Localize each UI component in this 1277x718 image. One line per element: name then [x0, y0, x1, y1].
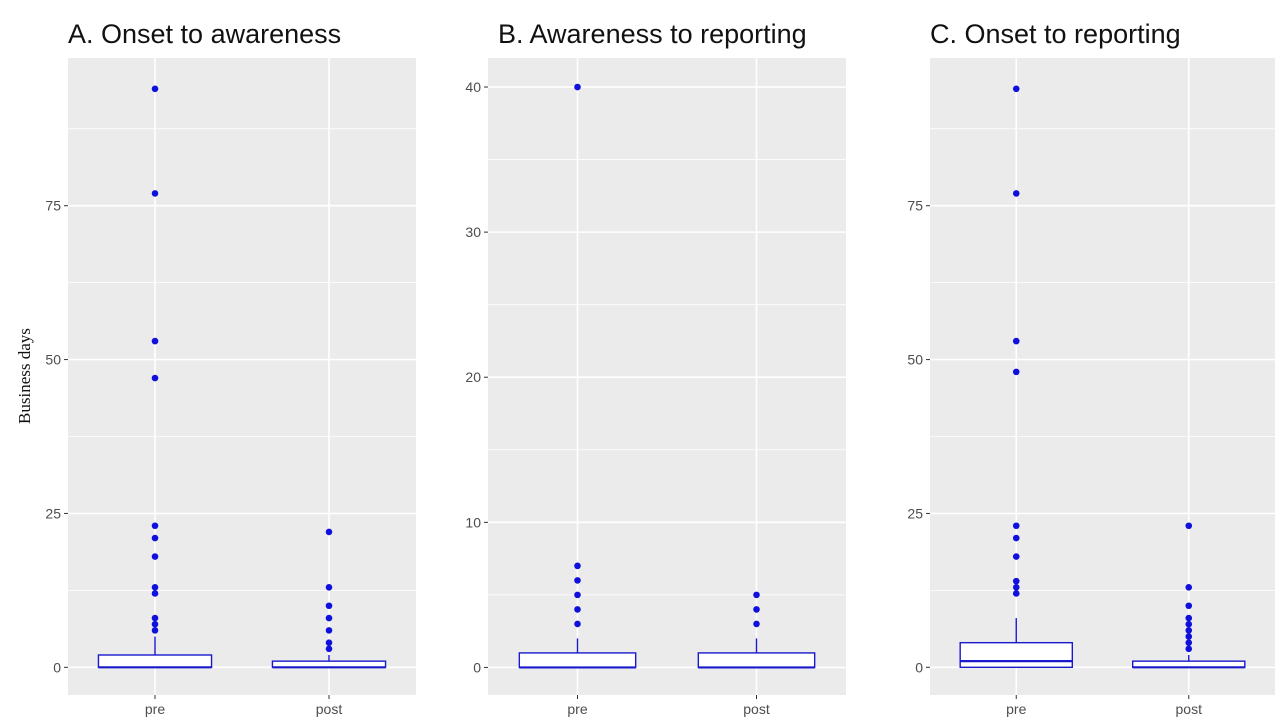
outlier-point: [151, 620, 159, 628]
outlier-point: [1185, 602, 1193, 610]
outlier-point: [1185, 614, 1193, 622]
box-iqr: [518, 652, 637, 669]
y-tick-label: 50: [45, 352, 61, 368]
boxplot-post: [271, 528, 387, 669]
x-tick-label: pre: [567, 701, 587, 717]
box-iqr: [97, 654, 213, 669]
outlier-point: [574, 577, 581, 584]
outlier-point: [151, 553, 159, 560]
outlier-point: [1012, 85, 1020, 93]
boxplot-pre: [518, 83, 637, 669]
outlier-point: [1012, 534, 1020, 542]
y-tick-label: 25: [907, 505, 923, 521]
y-tick-label: 30: [465, 224, 481, 240]
outlier-point: [753, 620, 760, 628]
y-tick-label: 50: [907, 352, 923, 368]
x-tick-label: post: [1176, 701, 1203, 717]
x-tick-label: post: [743, 701, 770, 717]
outlier-point: [753, 591, 760, 599]
outlier-point: [1012, 368, 1020, 376]
outlier-point: [574, 606, 581, 613]
y-tick-label: 75: [907, 198, 923, 214]
panel-2: 0 10 20 30 40 pre post B. Awareness to reportin…: [465, 19, 846, 717]
outlier-point: [574, 620, 581, 628]
outlier-point: [151, 583, 159, 591]
outlier-point: [151, 614, 159, 622]
panel-title: B. Awareness to reporting: [498, 19, 807, 49]
boxplot-post: [697, 591, 816, 669]
box-iqr: [697, 652, 816, 669]
box-iqr: [959, 641, 1074, 669]
outlier-point: [325, 614, 333, 622]
outlier-point: [1012, 522, 1020, 530]
outlier-point: [1185, 627, 1193, 634]
outlier-point: [325, 645, 333, 653]
outlier-point: [151, 190, 159, 197]
outlier-point: [151, 522, 159, 530]
outlier-point: [1185, 645, 1193, 653]
outlier-point: [1185, 633, 1193, 640]
y-tick-label: 75: [45, 198, 61, 214]
outlier-point: [151, 374, 159, 382]
outlier-point: [151, 534, 159, 542]
y-tick-label: 10: [465, 514, 481, 530]
x-tick-label: post: [316, 701, 343, 717]
outlier-point: [1185, 620, 1193, 628]
outlier-point: [1012, 337, 1020, 345]
outlier-point: [574, 562, 581, 570]
panel-1: 0 25 50 75 pre post A. Onset to awareness: [45, 19, 416, 717]
boxplot-post: [1131, 522, 1246, 669]
outlier-point: [151, 85, 159, 93]
y-axis-label: Business days: [15, 328, 34, 424]
x-tick-label: pre: [145, 701, 165, 717]
outlier-point: [574, 591, 581, 599]
outlier-point: [151, 627, 159, 634]
outlier-point: [574, 83, 581, 91]
outlier-point: [1185, 583, 1193, 591]
outlier-point: [325, 627, 333, 634]
outlier-point: [1012, 590, 1020, 597]
y-tick-label: 0: [53, 659, 61, 675]
outlier-point: [1012, 553, 1020, 560]
y-tick-label: 0: [473, 659, 481, 675]
panel-title: C. Onset to reporting: [930, 19, 1181, 49]
boxplot-pre: [959, 85, 1074, 669]
y-tick-label: 20: [465, 369, 481, 385]
outlier-point: [1185, 522, 1193, 530]
y-tick-label: 25: [45, 505, 61, 521]
outlier-point: [1185, 639, 1193, 646]
outlier-point: [1012, 190, 1020, 197]
outlier-point: [1012, 583, 1020, 591]
outlier-point: [325, 528, 333, 536]
panel-background: [68, 58, 416, 695]
panel-title: A. Onset to awareness: [68, 19, 341, 49]
y-tick-label: 40: [465, 79, 481, 95]
x-tick-label: pre: [1006, 701, 1026, 717]
outlier-point: [325, 602, 333, 610]
outlier-point: [325, 583, 333, 591]
outlier-point: [151, 337, 159, 345]
outlier-point: [151, 590, 159, 597]
panel-background: [930, 58, 1275, 695]
y-tick-label: 0: [915, 659, 923, 675]
panel-3: 0 25 50 75 pre post C. Onset to reporting: [907, 19, 1275, 717]
outlier-point: [325, 639, 333, 646]
outlier-point: [1012, 577, 1020, 585]
outlier-point: [753, 606, 760, 613]
boxplot-pre: [97, 85, 213, 669]
